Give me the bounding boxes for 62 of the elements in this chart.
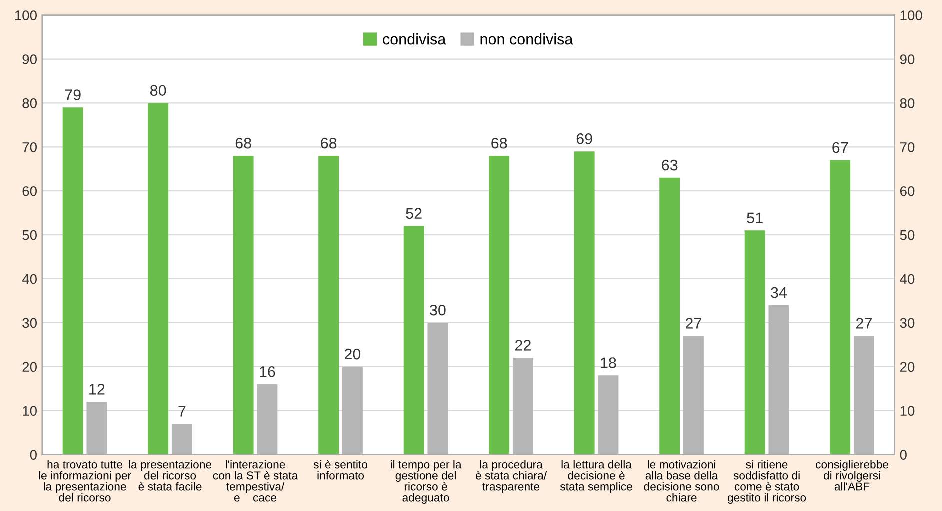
x-tick-label: si è sentito informato (314, 460, 368, 480)
y2-tick-label: 100 (900, 10, 922, 20)
x-tick-label: si ritiene soddisfatto di come è stato gestito il ricorso (728, 460, 806, 504)
data-label: 12 (90, 384, 105, 395)
y-tick-label: 50 (22, 230, 37, 240)
y2-tick-label: 70 (900, 142, 915, 152)
y-tick-label: 80 (22, 98, 37, 108)
x-tick-label: consiglierebbe di rivolgersi all'ABF (816, 460, 888, 491)
data-label: 34 (771, 287, 788, 298)
x-tick-label: la lettura della decisione è stata semplice (560, 460, 632, 494)
data-label: 69 (576, 134, 592, 144)
y-tick-label: 60 (22, 186, 37, 196)
bar (62, 108, 84, 455)
y-tick-label: 30 (22, 318, 37, 328)
x-tick-label: il tempo per la gestione del ricorso è adeguato (391, 460, 462, 504)
x-tick-label: la procedura è stata chiara/ trasparente (476, 460, 548, 494)
legend-label: condivisa (383, 34, 446, 45)
y2-tick-label: 60 (900, 186, 915, 196)
bar (574, 152, 595, 455)
bar (404, 226, 424, 455)
data-label: 18 (601, 358, 616, 368)
y2-tick-label: 40 (900, 274, 915, 284)
x-tick-label: l'interazione con la ST è stata tempestiva/ e cace (213, 460, 298, 502)
y-tick-label: 70 (22, 142, 37, 152)
y2-tick-label: 90 (900, 54, 915, 64)
y2-tick-label: 30 (900, 318, 915, 328)
bar (744, 230, 766, 455)
y-tick-label: 20 (22, 362, 37, 372)
y2-tick-label: 10 (900, 406, 915, 416)
data-label: 63 (662, 160, 678, 171)
bar (318, 156, 340, 455)
x-tick-label: le motivazioni alla base della decisione sono chiare (644, 460, 720, 502)
data-label: 80 (150, 85, 166, 96)
data-label: 20 (344, 348, 361, 360)
data-label: 27 (856, 318, 872, 329)
y-tick-label: 90 (22, 54, 37, 64)
data-label: 30 (430, 304, 446, 316)
bar (660, 178, 680, 455)
bar (233, 156, 254, 455)
data-label: 16 (260, 366, 276, 378)
bar (489, 156, 510, 455)
y-tick-label: 0 (30, 450, 37, 460)
data-label: 79 (65, 90, 81, 100)
y-tick-label: 40 (22, 274, 37, 284)
y2-tick-label: 80 (900, 98, 915, 108)
y2-tick-label: 20 (900, 362, 915, 372)
bar (830, 160, 851, 455)
data-label: 68 (321, 138, 337, 149)
y-tick-label: 100 (15, 10, 37, 20)
bar (148, 103, 169, 455)
data-label: 52 (406, 208, 422, 220)
data-label: 27 (686, 318, 702, 329)
legend-label: non condivisa (480, 34, 574, 45)
data-label: 51 (747, 212, 763, 224)
data-label: 67 (832, 142, 848, 154)
y-tick-label: 10 (23, 406, 37, 416)
data-label: 68 (236, 138, 252, 149)
data-label: 7 (178, 406, 186, 417)
y2-tick-label: 50 (900, 230, 915, 240)
data-label: 22 (515, 340, 531, 351)
data-label: 68 (492, 138, 508, 149)
y2-tick-label: 0 (900, 450, 907, 460)
